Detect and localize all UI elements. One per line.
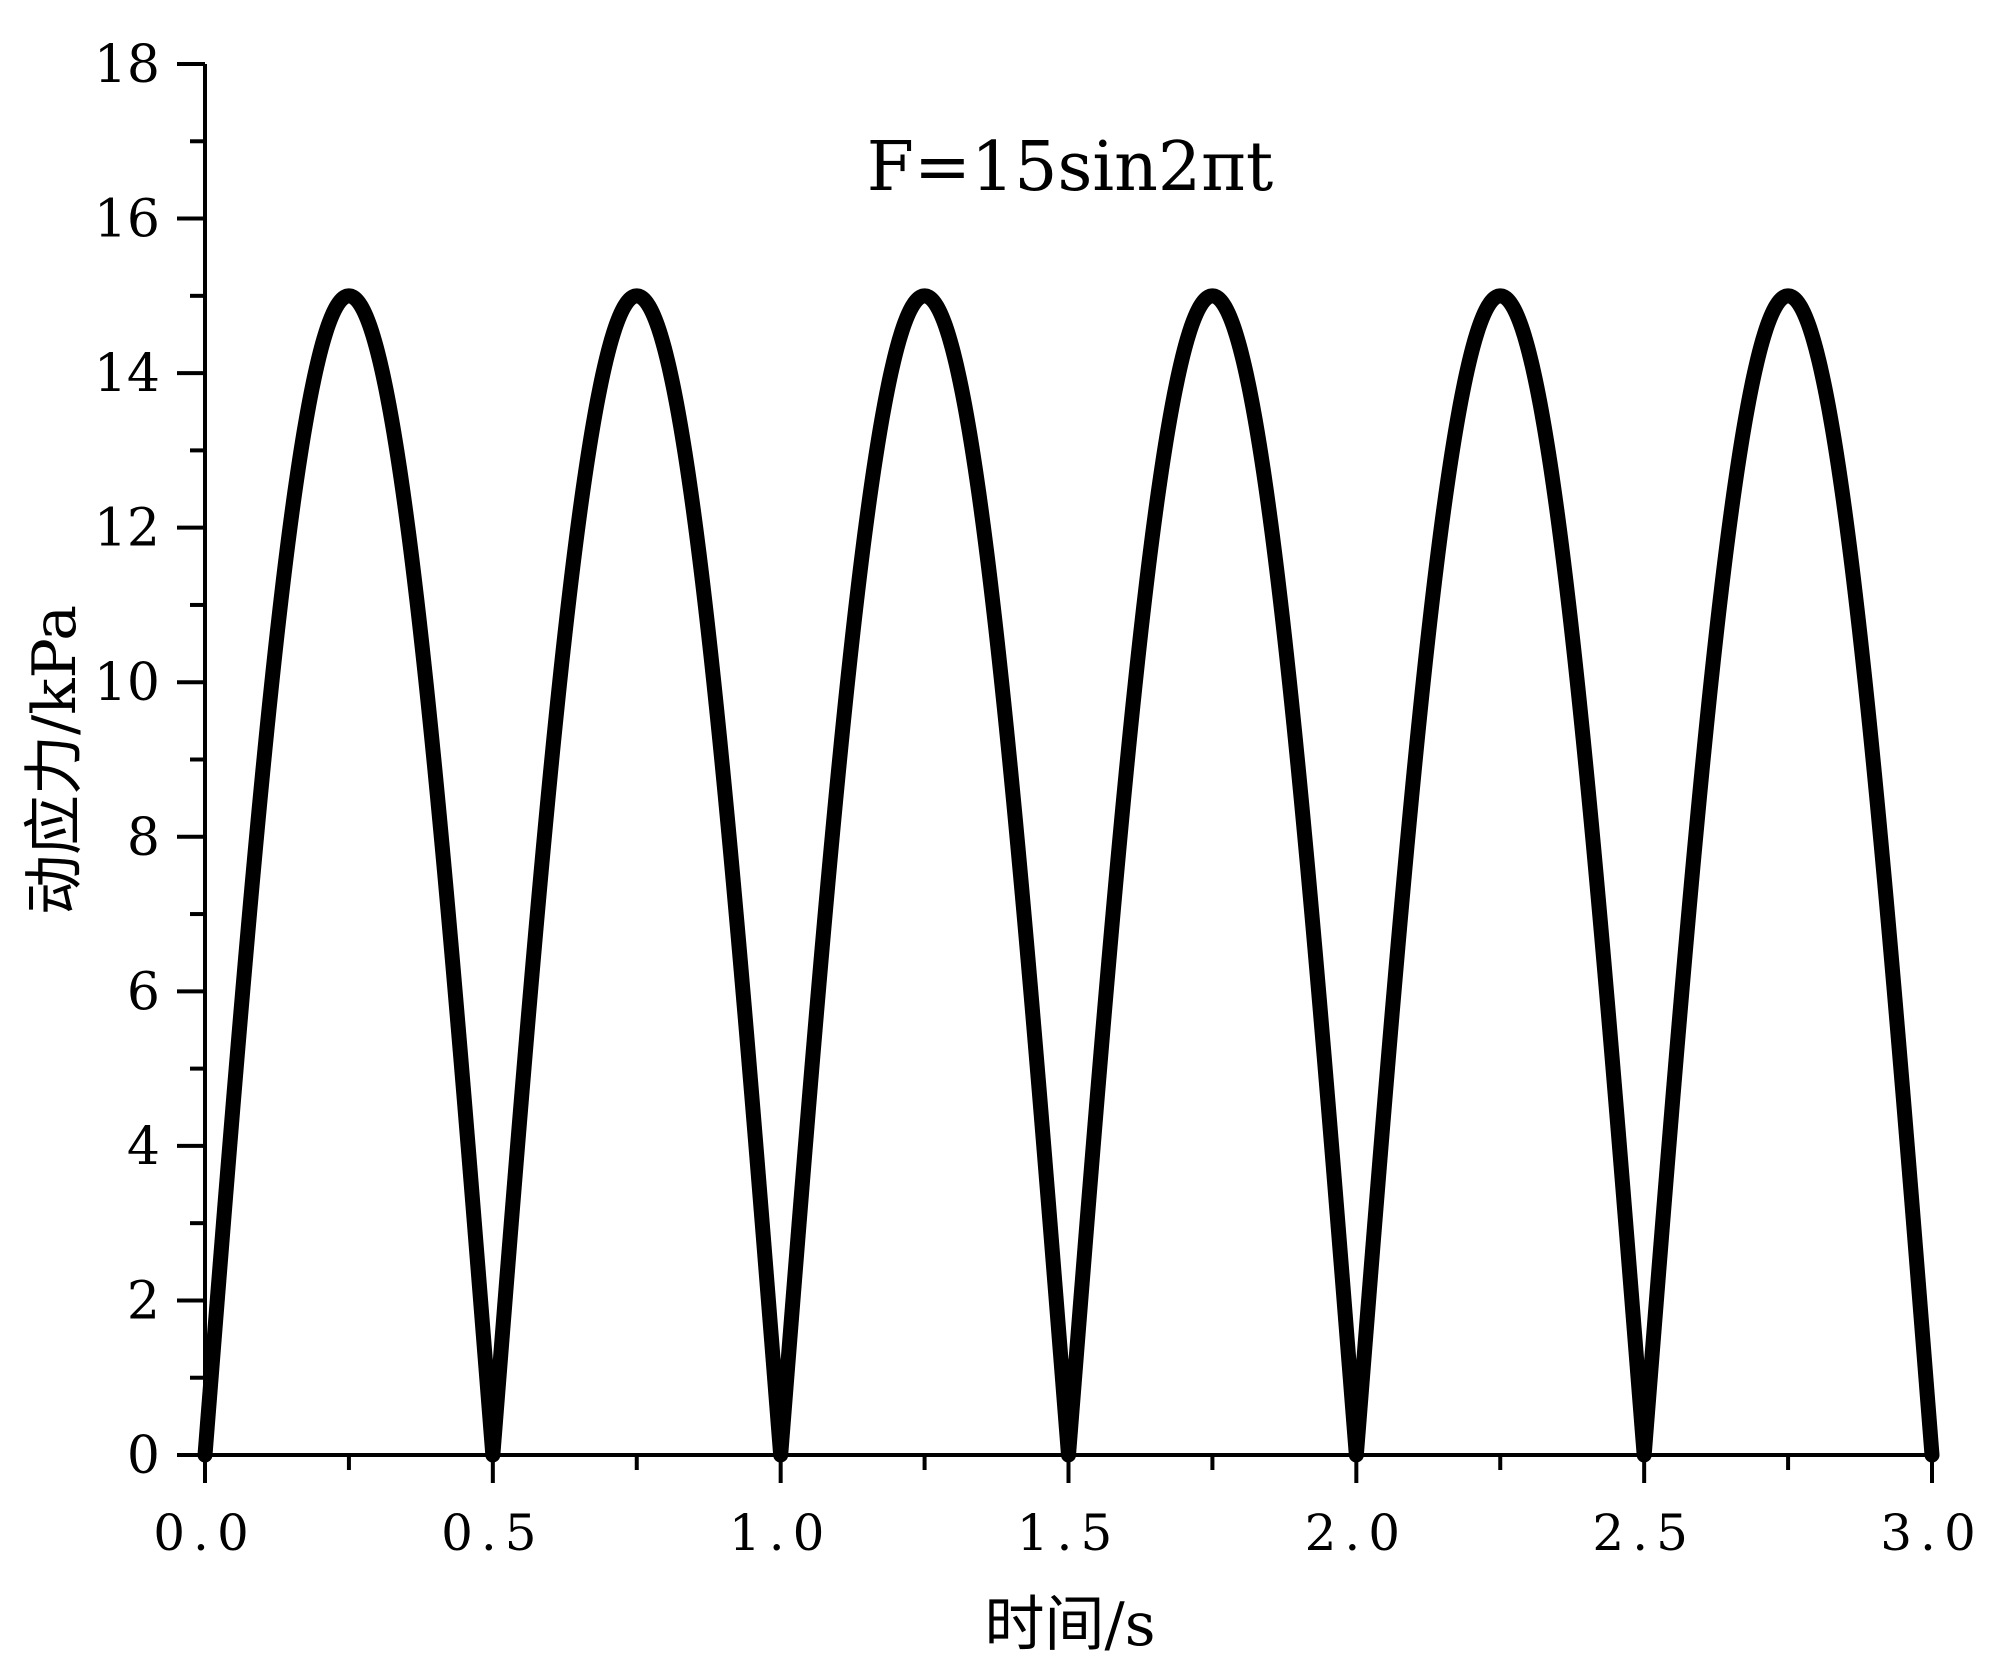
- y-tick-label: 10: [94, 653, 160, 713]
- x-tick-label: 2.0: [1305, 1504, 1409, 1562]
- x-tick-label: 3.0: [1880, 1504, 1984, 1562]
- chart-title: F=15sin2πt: [867, 128, 1273, 207]
- x-tick-label: 1.0: [729, 1504, 833, 1562]
- y-axis-label: 动应力/kPa: [20, 605, 90, 915]
- y-tick-label: 6: [127, 962, 160, 1022]
- x-tick-label: 1.5: [1017, 1504, 1121, 1562]
- x-tick-label: 2.5: [1592, 1504, 1696, 1562]
- y-tick-label: 8: [127, 808, 160, 868]
- y-tick-label: 2: [127, 1271, 160, 1331]
- x-axis-label: 时间/s: [984, 1590, 1155, 1660]
- y-tick-label: 4: [127, 1117, 160, 1177]
- x-tick-label: 0.5: [441, 1504, 545, 1562]
- y-tick-label: 14: [94, 344, 160, 404]
- y-tick-label: 18: [94, 35, 160, 95]
- x-tick-label: 0.0: [153, 1504, 257, 1562]
- series-line: [197, 288, 1940, 1463]
- y-tick-label: 16: [94, 190, 160, 250]
- y-tick-label: 0: [127, 1426, 160, 1486]
- y-tick-label: 12: [94, 499, 160, 559]
